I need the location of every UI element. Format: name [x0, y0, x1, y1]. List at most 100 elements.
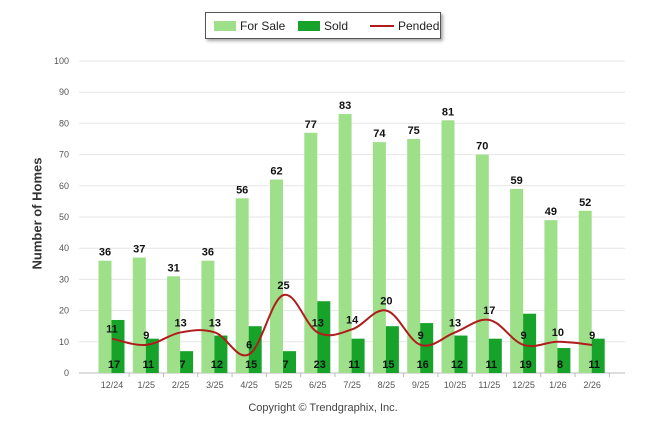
- legend-label-for-sale[interactable]: For Sale: [240, 19, 286, 33]
- data-label-sold: 17: [108, 359, 120, 371]
- x-axis-ticks: 12/24 1/25 2/25 3/25 4/25 5/25 6/25 7/25 8/25 9/2…: [101, 373, 610, 390]
- x-tick-label: 6/25: [309, 380, 327, 390]
- data-label-pended: 14: [346, 314, 359, 326]
- bar-for-sale: [98, 260, 112, 373]
- data-label-for-sale: 75: [408, 125, 420, 137]
- data-label-for-sale: 49: [545, 206, 557, 218]
- data-label-pended: 9: [418, 330, 424, 342]
- y-tick-label: 100: [54, 56, 69, 66]
- bar-for-sale: [338, 114, 352, 373]
- bar-sold: [248, 326, 262, 373]
- data-label-for-sale: 56: [236, 184, 248, 196]
- data-label-for-sale: 62: [270, 166, 282, 178]
- data-label-pended: 9: [521, 330, 527, 342]
- y-tick-label: 70: [59, 150, 69, 160]
- bar-for-sale: [304, 132, 318, 373]
- data-label-for-sale: 77: [305, 119, 317, 131]
- x-tick-label: 2/25: [172, 380, 190, 390]
- data-label-sold: 12: [451, 359, 463, 371]
- bar-for-sale: [475, 154, 489, 373]
- legend: For Sale Sold Pended: [205, 12, 441, 39]
- legend-swatch-pended: [370, 25, 394, 27]
- data-label-pended: 17: [483, 305, 495, 317]
- bar-sold: [351, 338, 365, 373]
- data-label-sold: 12: [211, 359, 223, 371]
- data-label-for-sale: 36: [202, 247, 214, 259]
- bar-sold: [420, 323, 434, 373]
- data-label-pended: 10: [552, 327, 564, 339]
- x-tick-label: 4/25: [240, 380, 258, 390]
- y-tick-label: 30: [59, 274, 69, 284]
- bar-for-sale: [167, 276, 181, 373]
- data-label-sold: 11: [142, 359, 154, 371]
- data-label-pended: 20: [380, 296, 392, 308]
- data-labels: 3617371131736125615627772383117415751681…: [99, 100, 600, 371]
- data-label-sold: 15: [382, 359, 394, 371]
- y-tick-label: 0: [64, 368, 69, 378]
- x-tick-label: 12/25: [512, 380, 535, 390]
- pended-series-line: [111, 293, 593, 357]
- legend-label-pended[interactable]: Pended: [398, 19, 440, 33]
- data-label-pended: 13: [449, 317, 461, 329]
- data-label-for-sale: 37: [133, 244, 145, 256]
- y-tick-label: 20: [59, 306, 69, 316]
- data-label-sold: 7: [180, 359, 186, 371]
- bar-sold: [488, 338, 502, 373]
- data-label-for-sale: 36: [99, 247, 111, 259]
- bar-for-sale: [201, 260, 215, 373]
- bar-for-sale: [544, 220, 558, 373]
- data-label-pended: 6: [246, 339, 252, 351]
- data-label-pended: 25: [277, 280, 289, 292]
- bar-for-sale: [441, 120, 455, 373]
- data-label-pended: 9: [589, 330, 595, 342]
- y-tick-label: 10: [59, 337, 69, 347]
- data-label-for-sale: 70: [476, 141, 488, 153]
- y-tick-label: 50: [59, 212, 69, 222]
- x-tick-label: 3/25: [206, 380, 224, 390]
- data-label-for-sale: 81: [442, 106, 454, 118]
- bar-for-sale: [372, 142, 386, 373]
- legend-label-sold[interactable]: Sold: [324, 19, 349, 33]
- x-tick-label: 1/26: [549, 380, 567, 390]
- bar-for-sale: [132, 257, 146, 373]
- bar-for-sale: [270, 179, 283, 373]
- data-label-pended: 13: [174, 317, 186, 329]
- x-tick-label: 9/25: [412, 380, 430, 390]
- data-label-for-sale: 59: [510, 175, 522, 187]
- bar-sold: [180, 351, 194, 373]
- bar-sold: [214, 335, 228, 373]
- data-label-for-sale: 83: [339, 100, 351, 112]
- x-tick-label: 12/24: [101, 380, 124, 390]
- bar-series: [98, 114, 605, 373]
- data-label-for-sale: 31: [167, 262, 179, 274]
- legend-swatch-sold: [298, 21, 320, 31]
- y-axis-ticks: 0 10 20 30 40 50 60 70 80 90 100: [54, 56, 69, 378]
- y-tick-label: 40: [59, 243, 69, 253]
- bar-sold: [145, 338, 159, 373]
- y-axis-label: Number of Homes: [29, 157, 45, 270]
- bar-sold: [283, 351, 296, 373]
- bar-sold: [557, 348, 571, 373]
- data-label-sold: 11: [588, 359, 600, 371]
- x-tick-label: 8/25: [378, 380, 396, 390]
- data-label-pended: 13: [312, 317, 324, 329]
- pended-line: [111, 293, 593, 357]
- data-label-sold: 19: [519, 359, 531, 371]
- copyright-text: Copyright © Trendgraphix, Inc.: [248, 402, 398, 414]
- y-tick-label: 90: [59, 87, 69, 97]
- bar-sold: [454, 335, 468, 373]
- data-label-sold: 23: [314, 359, 326, 371]
- data-label-sold: 15: [245, 359, 257, 371]
- bar-for-sale: [235, 198, 249, 373]
- data-label-sold: 11: [348, 359, 360, 371]
- bar-sold: [317, 301, 331, 373]
- y-tick-label: 80: [59, 118, 69, 128]
- bar-sold: [385, 326, 399, 373]
- data-label-for-sale: 74: [373, 128, 386, 140]
- bar-sold: [523, 313, 537, 373]
- x-tick-label: 11/25: [478, 380, 500, 390]
- bar-sold: [111, 319, 125, 373]
- x-tick-label: 1/25: [138, 380, 156, 390]
- data-label-sold: 8: [557, 359, 563, 371]
